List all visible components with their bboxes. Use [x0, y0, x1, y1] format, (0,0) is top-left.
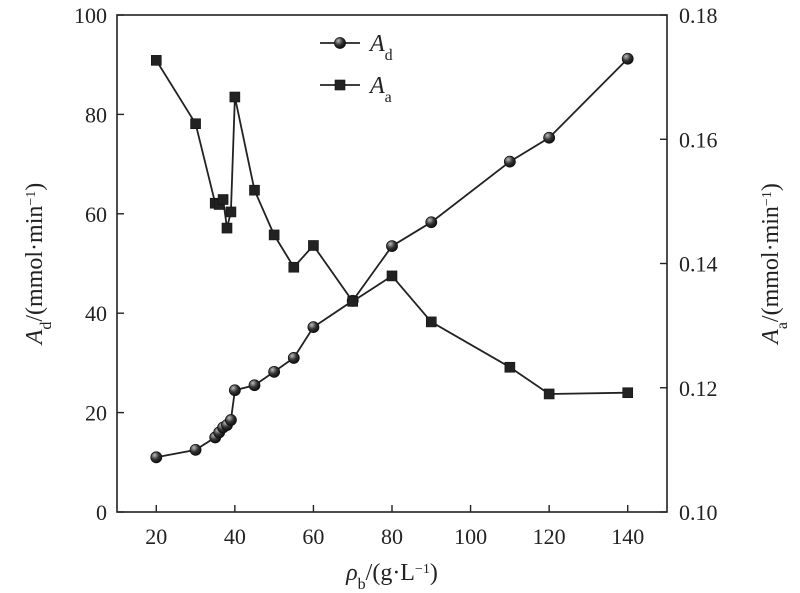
x-tick-label: 100 [454, 524, 487, 549]
y-left-tick-label: 60 [85, 202, 107, 227]
data-point-square [347, 296, 359, 307]
data-point-circle [150, 451, 163, 464]
data-point-circle [307, 321, 320, 334]
data-point-circle [248, 379, 261, 392]
series-aa [150, 55, 634, 400]
y-right-axis-title: Aa/(mmol·min−1) [758, 183, 791, 346]
data-point-circle [228, 384, 241, 397]
x-tick-label: 40 [224, 524, 246, 549]
y-left-tick-label: 80 [85, 102, 107, 127]
x-tick-label: 80 [381, 524, 403, 549]
y-right-tick-label: 0.12 [679, 376, 718, 401]
series-ad [150, 52, 634, 464]
legend-marker [334, 37, 346, 49]
y-left-tick-label: 0 [96, 500, 107, 525]
data-point-circle [287, 352, 300, 364]
x-tick-label: 140 [611, 524, 644, 549]
data-point-circle [503, 155, 516, 168]
data-point-square [386, 270, 398, 282]
data-point-square [288, 261, 300, 273]
data-point-square [308, 240, 319, 251]
data-point-square [229, 91, 241, 103]
series-layer [150, 52, 634, 464]
data-point-square [268, 229, 280, 241]
data-point-square [622, 387, 634, 399]
y-left-tick-label: 100 [74, 3, 107, 28]
data-point-square [225, 206, 237, 218]
data-point-square [150, 55, 162, 66]
legend: Ad Aa [320, 31, 393, 106]
y-right-tick-label: 0.10 [679, 500, 718, 525]
x-tick-label: 120 [533, 524, 566, 549]
data-point-square [190, 118, 201, 130]
data-point-square [221, 222, 233, 234]
legend-label: Ad [368, 31, 393, 64]
y-left-axis-title: Ad/(mmol·min−1) [22, 183, 55, 347]
axes: 20 40 60 80 100 120 140 0 20 40 60 80 100 0.10 0.12 0.1… [22, 3, 791, 593]
data-point-square [249, 184, 260, 196]
data-point-square [504, 361, 516, 373]
data-point-square [425, 316, 437, 328]
legend-marker [334, 79, 346, 91]
x-axis-title: ρb/(g·L−1) [345, 560, 438, 593]
x-tick-label: 60 [302, 524, 324, 549]
legend-label: Aa [368, 73, 392, 106]
y-right-tick-label: 0.18 [679, 3, 718, 28]
series-line [156, 58, 629, 459]
data-point-square [543, 388, 555, 400]
y-right-tick-label: 0.16 [679, 127, 718, 152]
y-right-tick-label: 0.14 [679, 252, 718, 277]
data-point-circle [386, 240, 398, 253]
data-point-square [217, 194, 229, 205]
y-left-tick-label: 20 [85, 401, 107, 426]
data-point-circle [189, 443, 202, 456]
y-left-tick-label: 40 [85, 301, 107, 326]
data-point-circle [425, 216, 438, 229]
data-point-circle [621, 52, 634, 65]
x-tick-label: 20 [145, 524, 167, 549]
data-point-circle [225, 414, 237, 426]
data-point-circle [268, 365, 281, 378]
plot-frame [116, 14, 668, 513]
data-point-circle [543, 131, 556, 144]
